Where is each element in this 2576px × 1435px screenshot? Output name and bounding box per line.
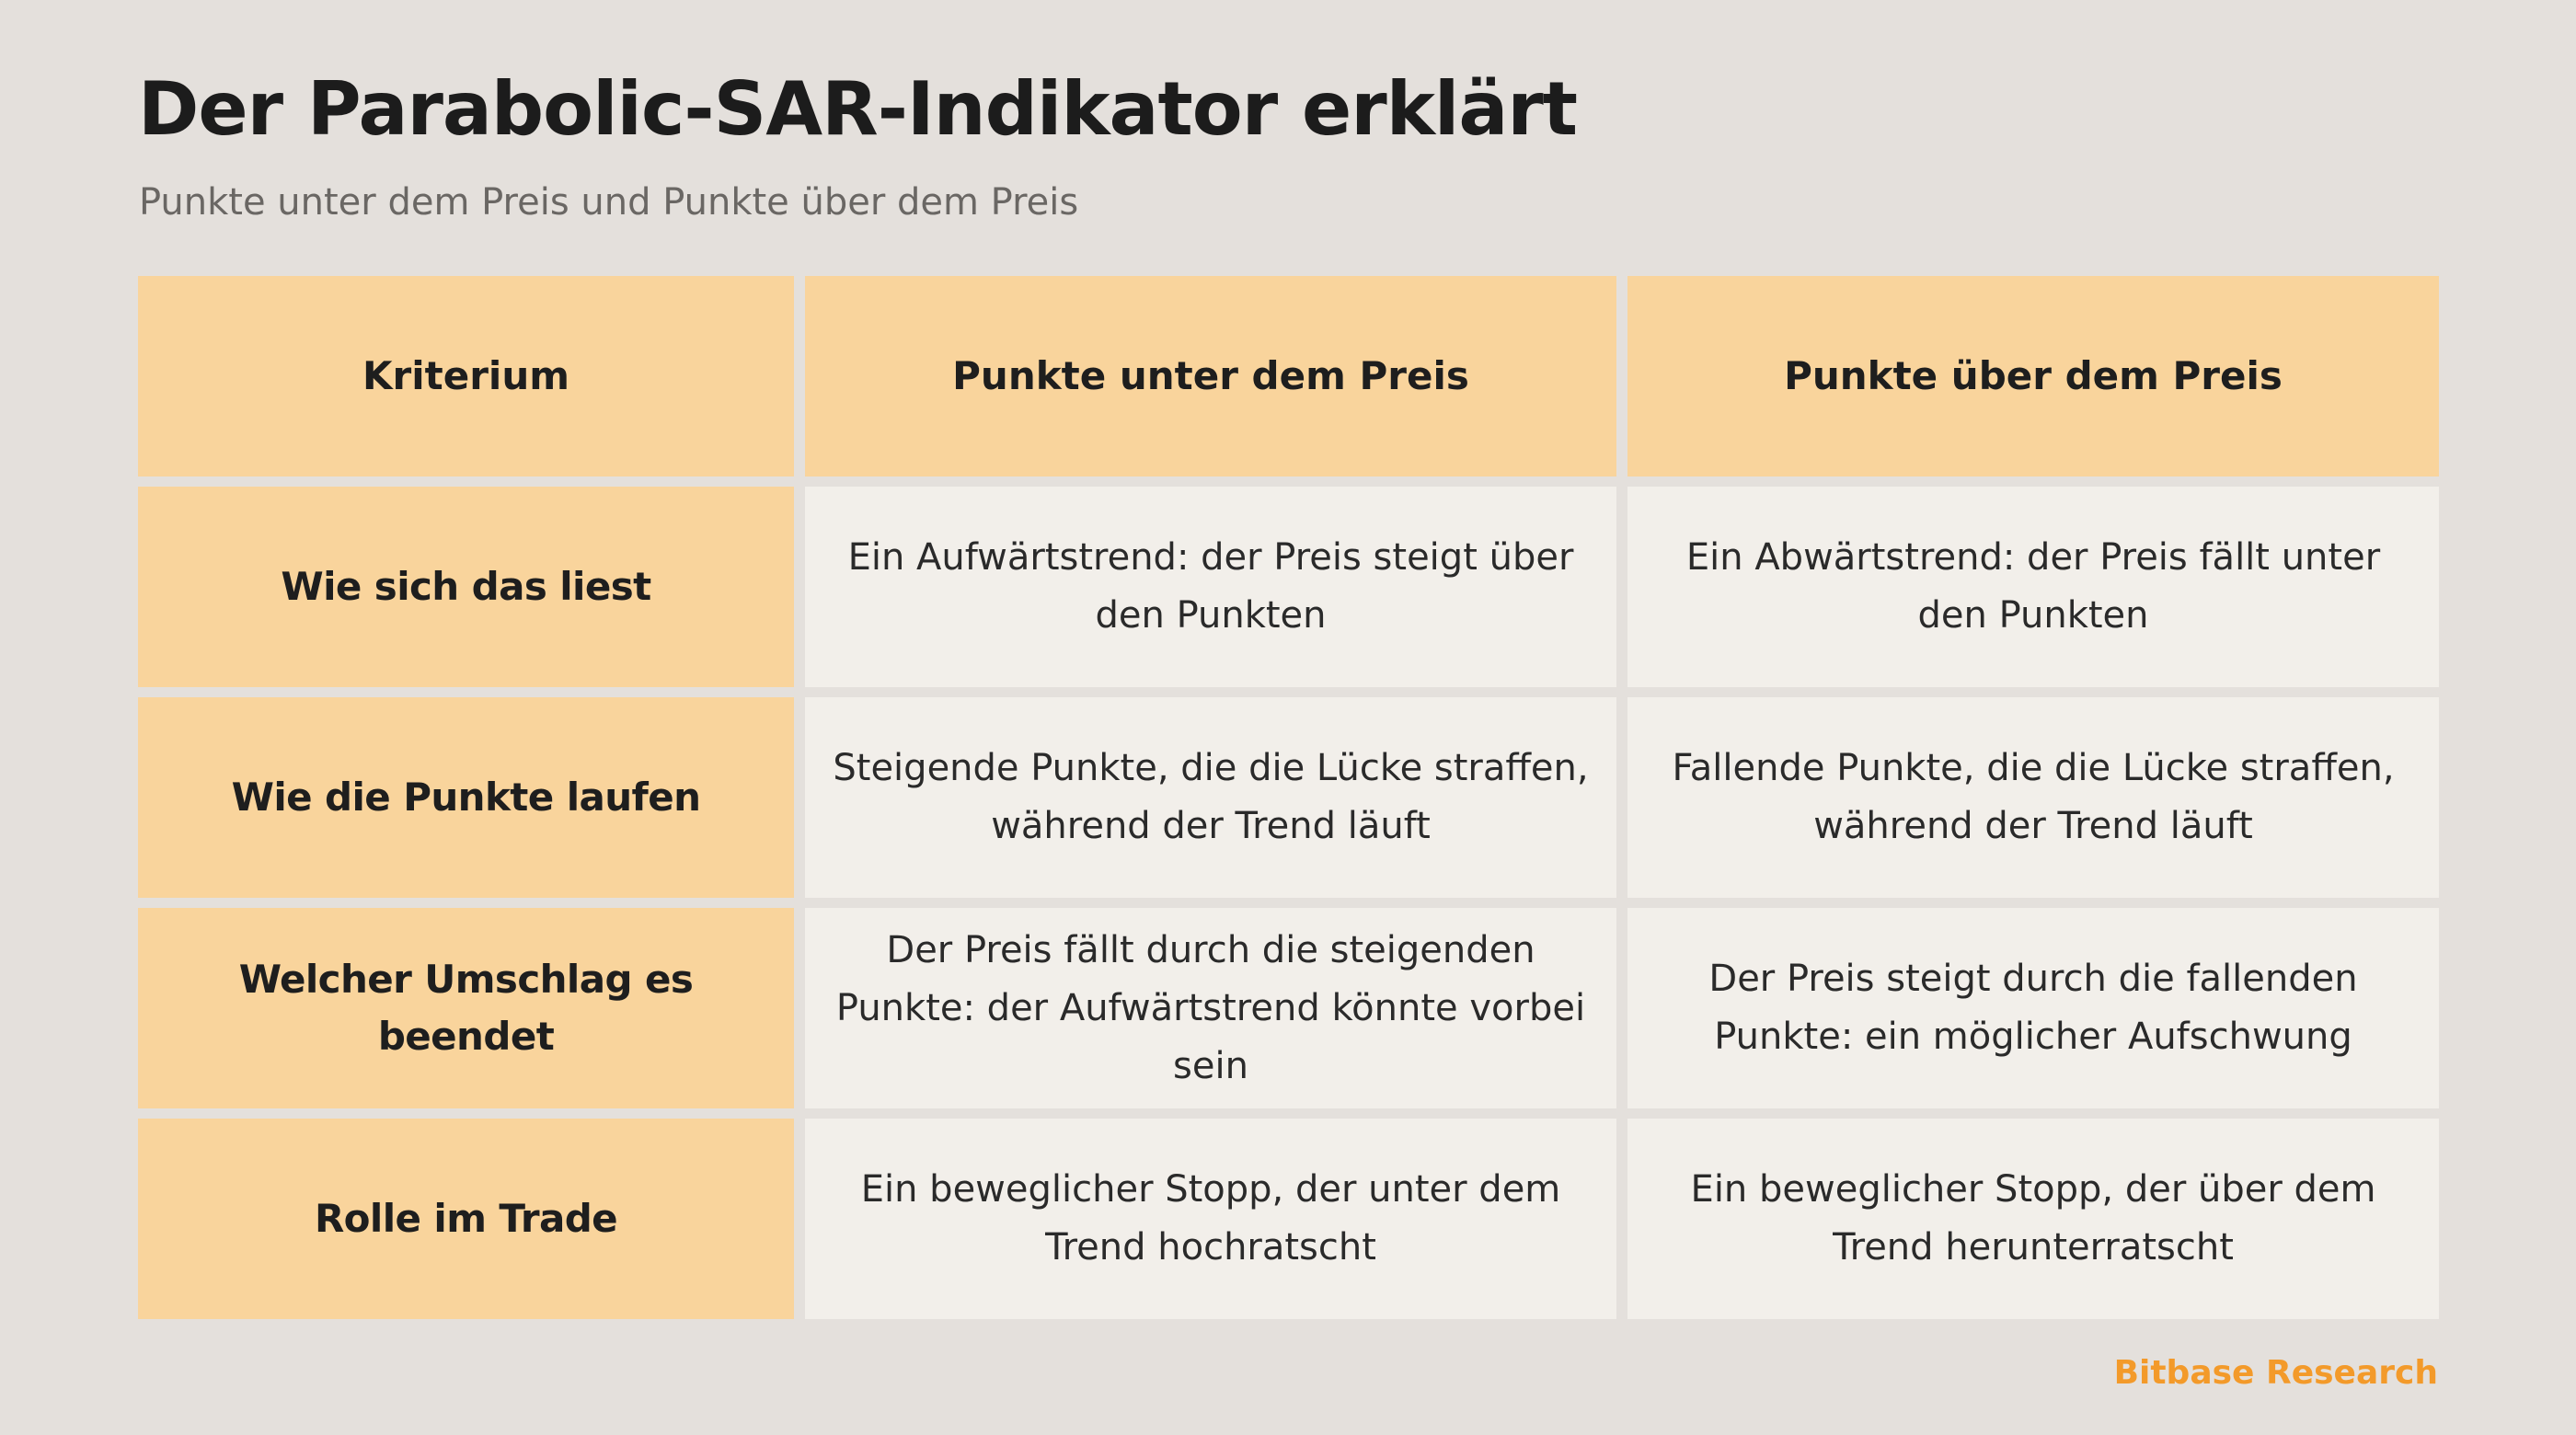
row-label-reading: Wie sich das liest bbox=[138, 487, 794, 687]
cell-reversal-below: Der Preis fällt durch die steigenden Pun… bbox=[805, 908, 1616, 1108]
header-dots-above-price: Punkte über dem Preis bbox=[1627, 276, 2439, 476]
page-title: Der Parabolic-SAR-Indikator erklärt bbox=[138, 66, 1578, 152]
cell-reading-below: Ein Aufwärtstrend: der Preis steigt über… bbox=[805, 487, 1616, 687]
brand-label: Bitbase Research bbox=[2113, 1354, 2438, 1392]
comparison-table: Kriterium Punkte unter dem Preis Punkte … bbox=[138, 276, 2439, 1319]
cell-reversal-above: Der Preis steigt durch die fallenden Pun… bbox=[1627, 908, 2439, 1108]
cell-trade-role-below: Ein beweglicher Stopp, der unter dem Tre… bbox=[805, 1119, 1616, 1319]
header-dots-below-price: Punkte unter dem Preis bbox=[805, 276, 1616, 476]
cell-dot-movement-above: Fallende Punkte, die die Lücke straffen,… bbox=[1627, 697, 2439, 898]
cell-trade-role-above: Ein beweglicher Stopp, der über dem Tren… bbox=[1627, 1119, 2439, 1319]
cell-reading-above: Ein Abwärtstrend: der Preis fällt unter … bbox=[1627, 487, 2439, 687]
cell-dot-movement-below: Steigende Punkte, die die Lücke straffen… bbox=[805, 697, 1616, 898]
page-subtitle: Punkte unter dem Preis und Punkte über d… bbox=[139, 181, 1079, 224]
row-label-reversal: Welcher Umschlag es beendet bbox=[138, 908, 794, 1108]
row-label-trade-role: Rolle im Trade bbox=[138, 1119, 794, 1319]
row-label-dot-movement: Wie die Punkte laufen bbox=[138, 697, 794, 898]
header-criterion: Kriterium bbox=[138, 276, 794, 476]
